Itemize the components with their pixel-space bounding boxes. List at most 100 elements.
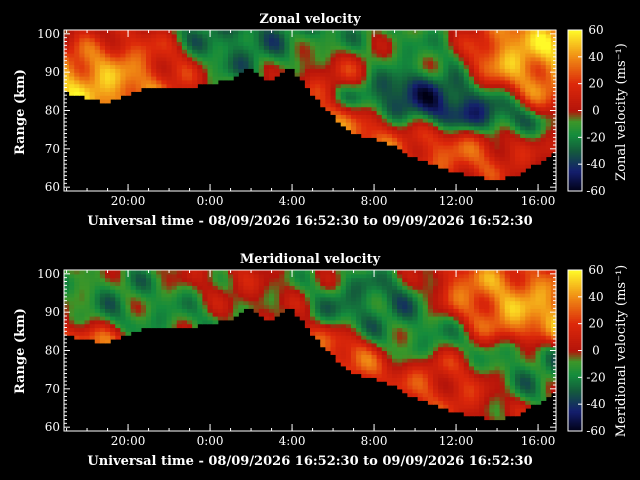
heatmap-cell bbox=[381, 30, 388, 35]
heatmap-cell bbox=[433, 335, 439, 340]
heatmap-cell bbox=[217, 49, 224, 54]
heatmap-cell bbox=[105, 331, 111, 336]
heatmap-cell bbox=[376, 339, 383, 344]
heatmap-cell bbox=[412, 53, 419, 58]
heatmap-cell bbox=[130, 323, 137, 329]
heatmap-cell bbox=[499, 53, 506, 58]
heatmap-cell bbox=[443, 160, 449, 165]
heatmap-cell bbox=[443, 369, 449, 375]
colorbar-tick-label: 60 bbox=[588, 263, 603, 277]
heatmap-cell bbox=[417, 281, 424, 286]
heatmap-cell bbox=[407, 91, 414, 96]
heatmap-cell bbox=[351, 41, 357, 46]
heatmap-cell bbox=[530, 145, 537, 150]
heatmap-cell bbox=[484, 156, 490, 161]
heatmap-cell bbox=[371, 319, 378, 325]
heatmap-cell bbox=[151, 319, 157, 325]
heatmap-cell bbox=[381, 68, 388, 73]
heatmap-cell bbox=[412, 87, 419, 92]
heatmap-cell bbox=[484, 141, 490, 146]
heatmap-cell bbox=[468, 365, 475, 371]
heatmap-cell bbox=[294, 273, 301, 279]
heatmap-cell bbox=[433, 99, 439, 104]
heatmap-cell bbox=[494, 60, 501, 66]
heatmap-cell bbox=[294, 64, 301, 69]
heatmap-cell bbox=[222, 53, 229, 58]
heatmap-cell bbox=[320, 335, 326, 340]
heatmap-cell bbox=[371, 87, 378, 92]
heatmap-cell bbox=[499, 281, 506, 286]
heatmap-cell bbox=[356, 342, 362, 348]
heatmap-cell bbox=[458, 33, 465, 39]
x-tick-label: 16:00 bbox=[521, 434, 556, 448]
heatmap-cell bbox=[402, 293, 408, 298]
heatmap-cell bbox=[484, 45, 490, 50]
heatmap-cell bbox=[340, 30, 347, 35]
heatmap-cell bbox=[499, 408, 506, 413]
heatmap-cell bbox=[484, 381, 490, 386]
heatmap-cell bbox=[545, 377, 552, 382]
heatmap-cell bbox=[545, 102, 552, 108]
heatmap-cell bbox=[479, 156, 485, 161]
heatmap-cell bbox=[417, 49, 424, 54]
heatmap-cell bbox=[351, 319, 357, 325]
heatmap-cell bbox=[371, 289, 378, 294]
heatmap-cell bbox=[135, 49, 142, 54]
heatmap-cell bbox=[504, 323, 511, 329]
heatmap-cell bbox=[171, 308, 178, 313]
heatmap-cell bbox=[335, 304, 342, 309]
heatmap-cell bbox=[402, 53, 408, 58]
heatmap-cell bbox=[530, 106, 537, 112]
heatmap-cell bbox=[386, 289, 393, 294]
heatmap-cell bbox=[371, 362, 378, 367]
heatmap-cell bbox=[263, 308, 270, 313]
heatmap-cell bbox=[550, 285, 557, 290]
heatmap-cell bbox=[371, 83, 378, 89]
heatmap-cell bbox=[356, 285, 362, 290]
y-axis-label: Range (km) bbox=[13, 69, 28, 155]
heatmap-cell bbox=[243, 270, 250, 275]
heatmap-cell bbox=[540, 33, 547, 39]
heatmap-cell bbox=[448, 102, 455, 108]
heatmap-cell bbox=[412, 99, 419, 104]
heatmap-cell bbox=[520, 164, 526, 169]
heatmap-cell bbox=[453, 365, 460, 371]
heatmap-cell bbox=[335, 87, 342, 92]
heatmap-cell bbox=[427, 91, 434, 96]
heatmap-cell bbox=[479, 277, 485, 283]
heatmap-cell bbox=[386, 99, 393, 104]
heatmap-cell bbox=[69, 83, 75, 89]
colorbar-segment bbox=[568, 388, 582, 392]
heatmap-cell bbox=[463, 160, 470, 165]
heatmap-cell bbox=[371, 300, 378, 306]
heatmap-cell bbox=[258, 30, 265, 35]
heatmap-cell bbox=[166, 45, 173, 50]
heatmap-cell bbox=[484, 281, 490, 286]
heatmap-cell bbox=[166, 53, 173, 58]
heatmap-cell bbox=[545, 68, 552, 73]
heatmap-cell bbox=[427, 381, 434, 386]
heatmap-cell bbox=[407, 152, 414, 158]
heatmap-cell bbox=[509, 148, 516, 154]
heatmap-cell bbox=[458, 49, 465, 54]
heatmap-cell bbox=[499, 373, 506, 378]
heatmap-cell bbox=[448, 129, 455, 135]
heatmap-cell bbox=[371, 335, 378, 340]
heatmap-cell bbox=[248, 289, 255, 294]
heatmap-cell bbox=[376, 281, 383, 286]
heatmap-cell bbox=[279, 293, 285, 298]
heatmap-cell bbox=[69, 45, 75, 50]
heatmap-cell bbox=[479, 41, 485, 46]
heatmap-cell bbox=[381, 129, 388, 135]
heatmap-cell bbox=[402, 110, 408, 115]
heatmap-cell bbox=[376, 270, 383, 275]
heatmap-cell bbox=[294, 68, 301, 73]
heatmap-cell bbox=[110, 45, 116, 50]
heatmap-cell bbox=[550, 362, 557, 367]
heatmap-cell bbox=[345, 285, 352, 290]
heatmap-cell bbox=[94, 273, 101, 279]
heatmap-cell bbox=[484, 296, 490, 302]
heatmap-cell bbox=[520, 125, 526, 131]
colorbar-segment bbox=[568, 312, 582, 315]
